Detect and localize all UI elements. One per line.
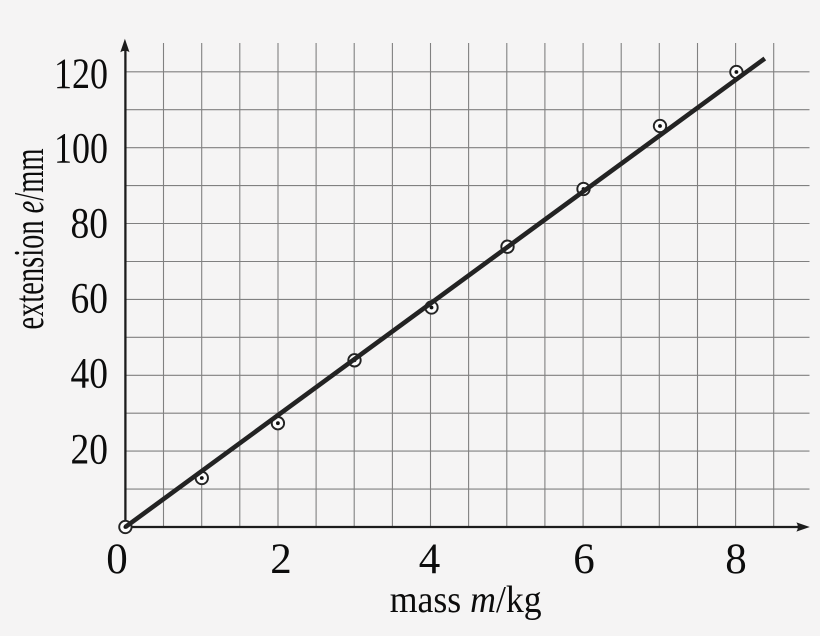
svg-text:4: 4 — [419, 536, 441, 583]
svg-text:40: 40 — [71, 350, 109, 397]
svg-text:100: 100 — [54, 126, 108, 173]
svg-text:6: 6 — [573, 536, 595, 583]
svg-text:20: 20 — [71, 426, 109, 473]
svg-text:60: 60 — [71, 275, 109, 322]
svg-text:2: 2 — [270, 536, 292, 583]
svg-text:8: 8 — [725, 536, 747, 583]
svg-text:extension e/mm: extension e/mm — [7, 148, 53, 329]
svg-text:120: 120 — [54, 51, 108, 98]
svg-text:80: 80 — [71, 201, 109, 248]
svg-text:mass m/kg: mass m/kg — [390, 579, 542, 621]
svg-text:0: 0 — [106, 536, 128, 583]
